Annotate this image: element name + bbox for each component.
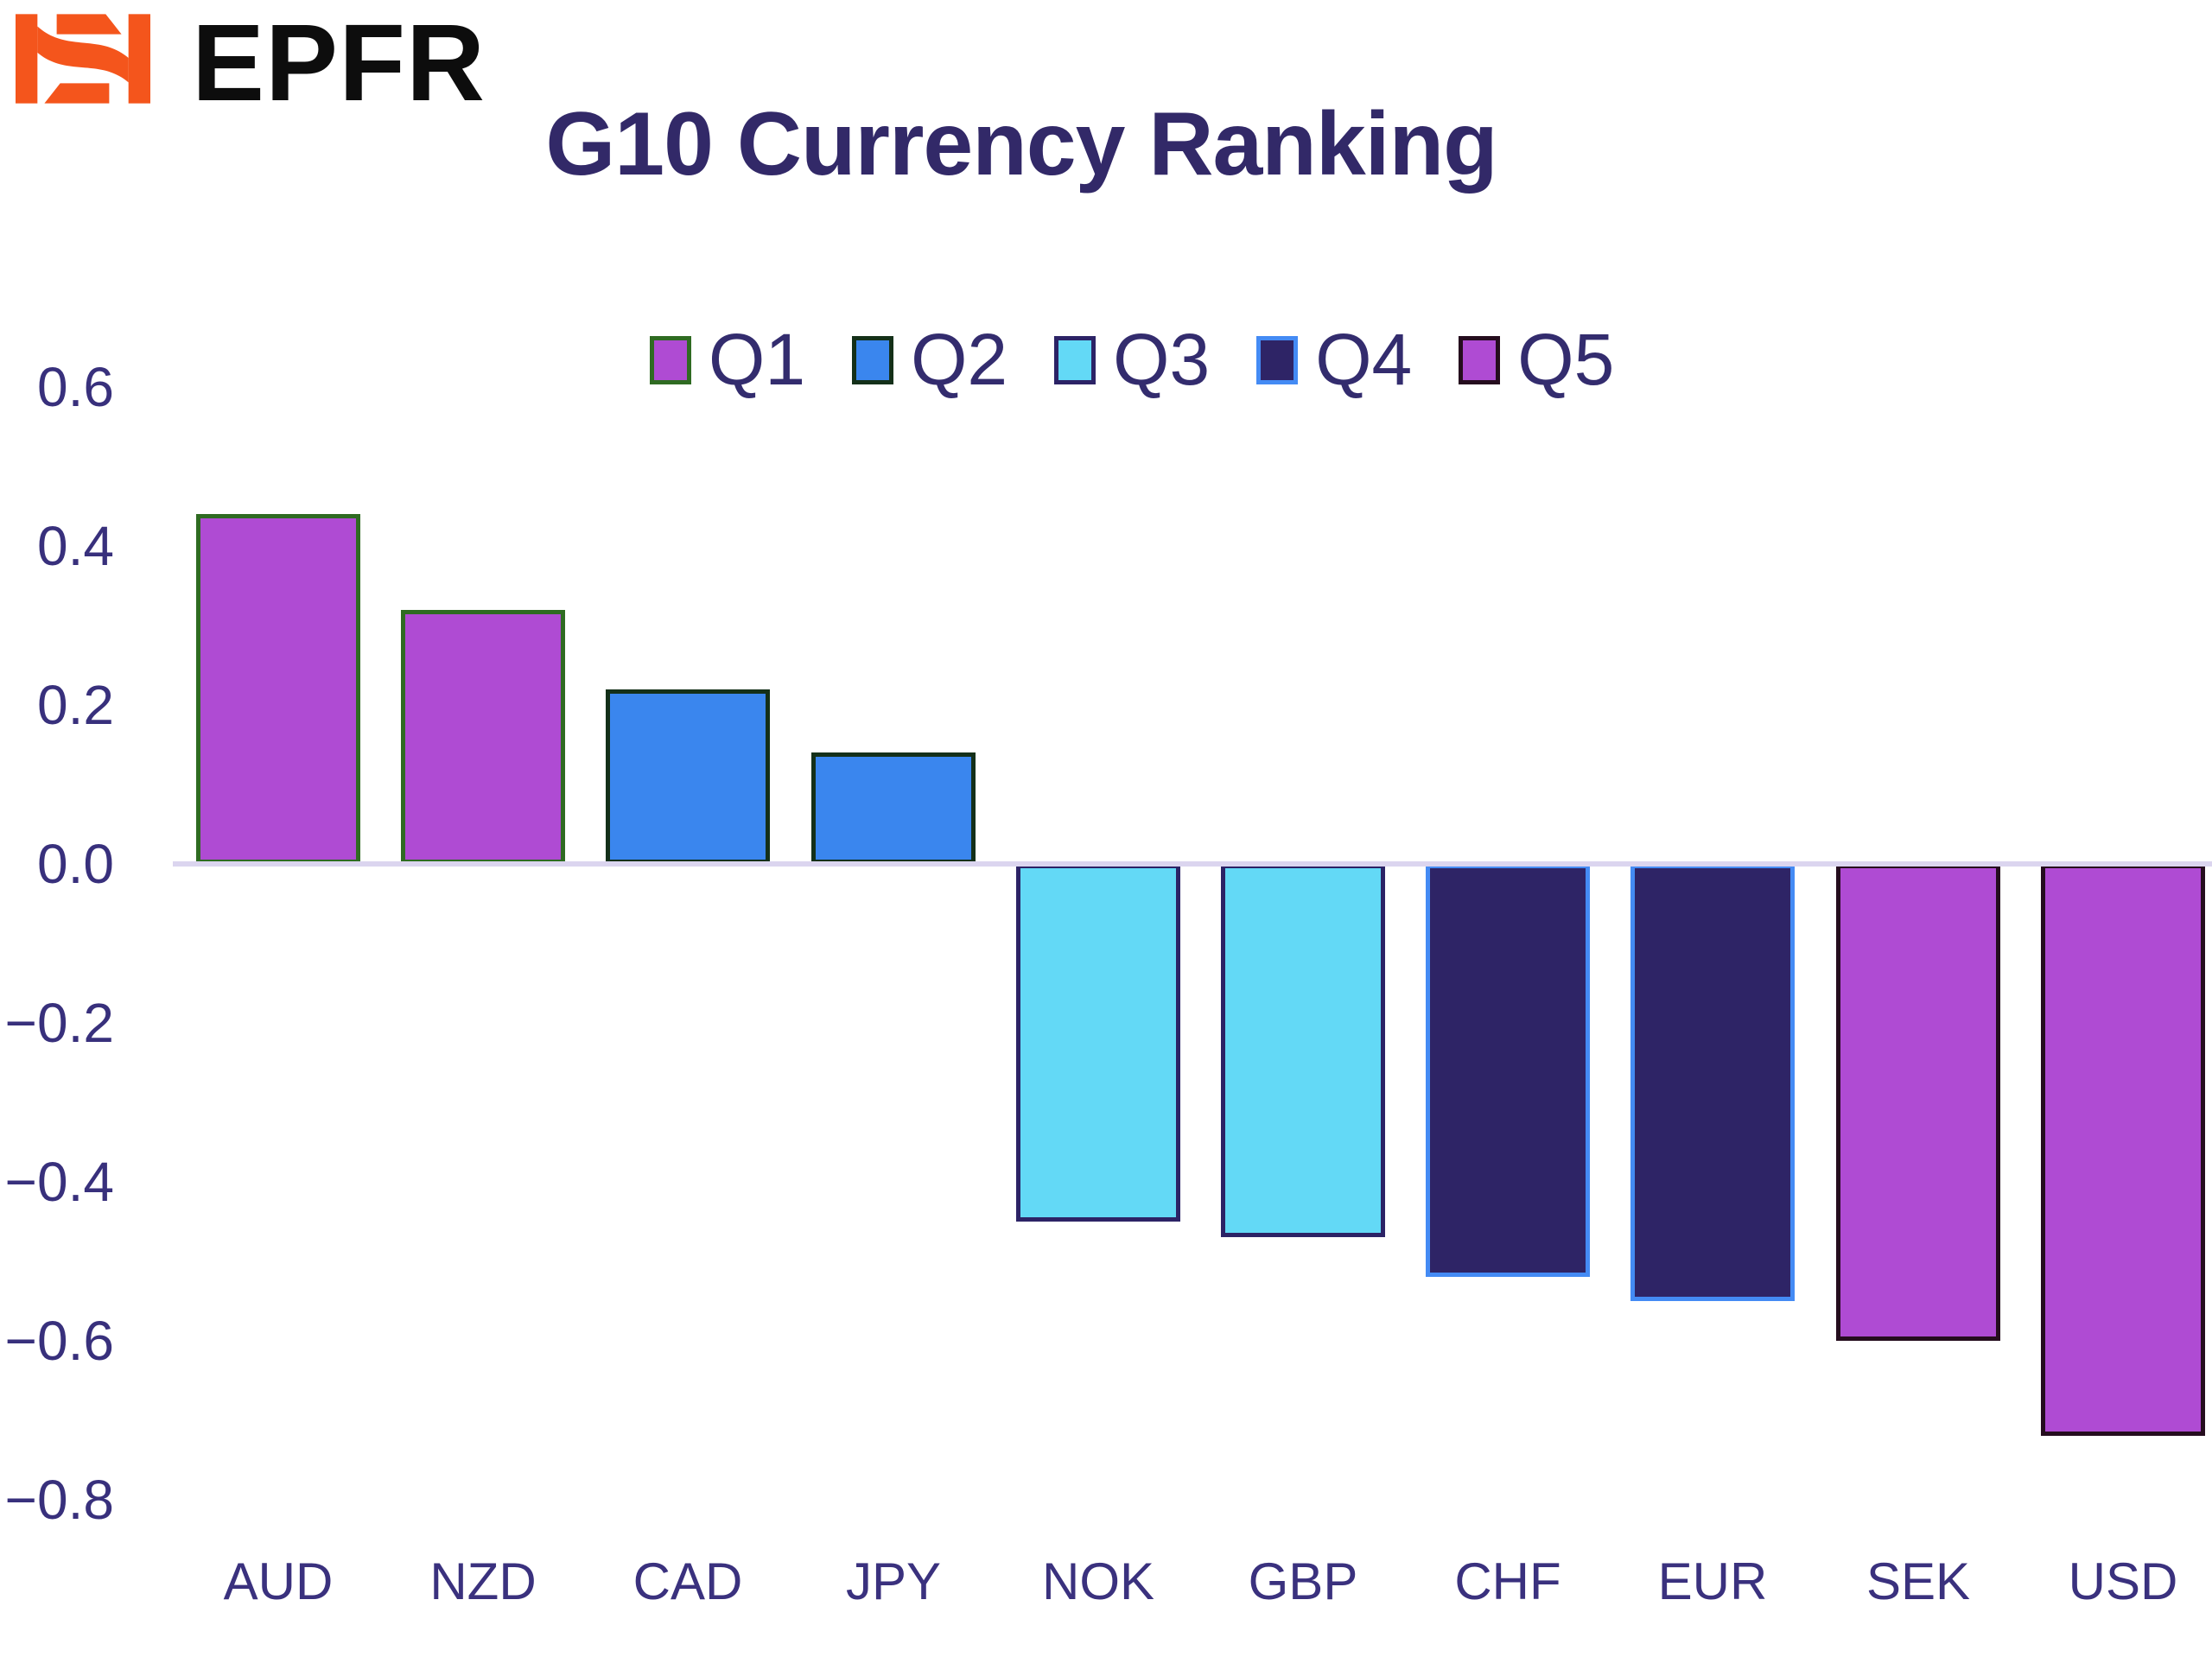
x-label-cad: CAD	[632, 1552, 743, 1610]
legend-swatch-q5	[1459, 335, 1501, 384]
x-label-usd: USD	[2068, 1552, 2178, 1610]
bar-aud	[196, 514, 360, 864]
y-tick-label-0.2: 0.2	[37, 674, 114, 736]
zero-baseline	[173, 861, 2212, 867]
y-tick-label--0.2: −0.2	[4, 992, 114, 1054]
brand-wordmark: EPFR	[192, 2, 486, 124]
legend-item-q4: Q4	[1256, 318, 1412, 402]
y-tick-label--0.6: −0.6	[4, 1310, 114, 1372]
bar-sek	[1836, 864, 2000, 1341]
x-label-gbp: GBP	[1248, 1552, 1358, 1610]
bar-chf	[1426, 864, 1590, 1277]
y-tick-label-0.6: 0.6	[37, 356, 114, 418]
legend-swatch-q3	[1054, 335, 1096, 384]
bar-nzd	[401, 610, 565, 864]
bar-cad	[606, 689, 770, 864]
x-label-jpy: JPY	[845, 1552, 942, 1610]
bar-jpy	[811, 752, 976, 864]
legend-label-q5: Q5	[1517, 319, 1615, 400]
y-tick-label-0.4: 0.4	[37, 515, 114, 577]
x-label-aud: AUD	[223, 1552, 334, 1610]
x-label-chf: CHF	[1454, 1552, 1561, 1610]
legend-label-q1: Q1	[709, 319, 806, 400]
x-label-nok: NOK	[1041, 1552, 1155, 1610]
y-tick-label--0.8: −0.8	[4, 1469, 114, 1531]
bar-usd	[2041, 864, 2205, 1436]
legend-swatch-q1	[650, 335, 691, 384]
y-tick-label--0.4: −0.4	[4, 1151, 114, 1213]
bar-eur	[1630, 864, 1795, 1301]
legend-label-q4: Q4	[1315, 319, 1413, 400]
legend-item-q2: Q2	[852, 318, 1007, 402]
legend-label-q2: Q2	[911, 319, 1008, 400]
legend-item-q3: Q3	[1054, 318, 1210, 402]
x-label-sek: SEK	[1866, 1552, 1971, 1610]
chart-title: G10 Currency Ranking	[545, 94, 1497, 194]
legend-label-q3: Q3	[1113, 319, 1211, 400]
legend-swatch-q4	[1256, 335, 1299, 384]
x-label-eur: EUR	[1657, 1552, 1768, 1610]
legend-item-q5: Q5	[1459, 318, 1614, 402]
chart-legend: Q1 Q2 Q3 Q4 Q5	[650, 318, 1614, 402]
legend-swatch-q2	[852, 335, 894, 384]
brand-header: EPFR	[16, 2, 620, 124]
isi-logo-icon	[16, 14, 150, 104]
y-tick-label-0.0: 0.0	[37, 833, 114, 895]
x-label-nzd: NZD	[429, 1552, 537, 1610]
bar-gbp	[1221, 864, 1385, 1237]
legend-item-q1: Q1	[650, 318, 805, 402]
bar-nok	[1016, 864, 1180, 1222]
